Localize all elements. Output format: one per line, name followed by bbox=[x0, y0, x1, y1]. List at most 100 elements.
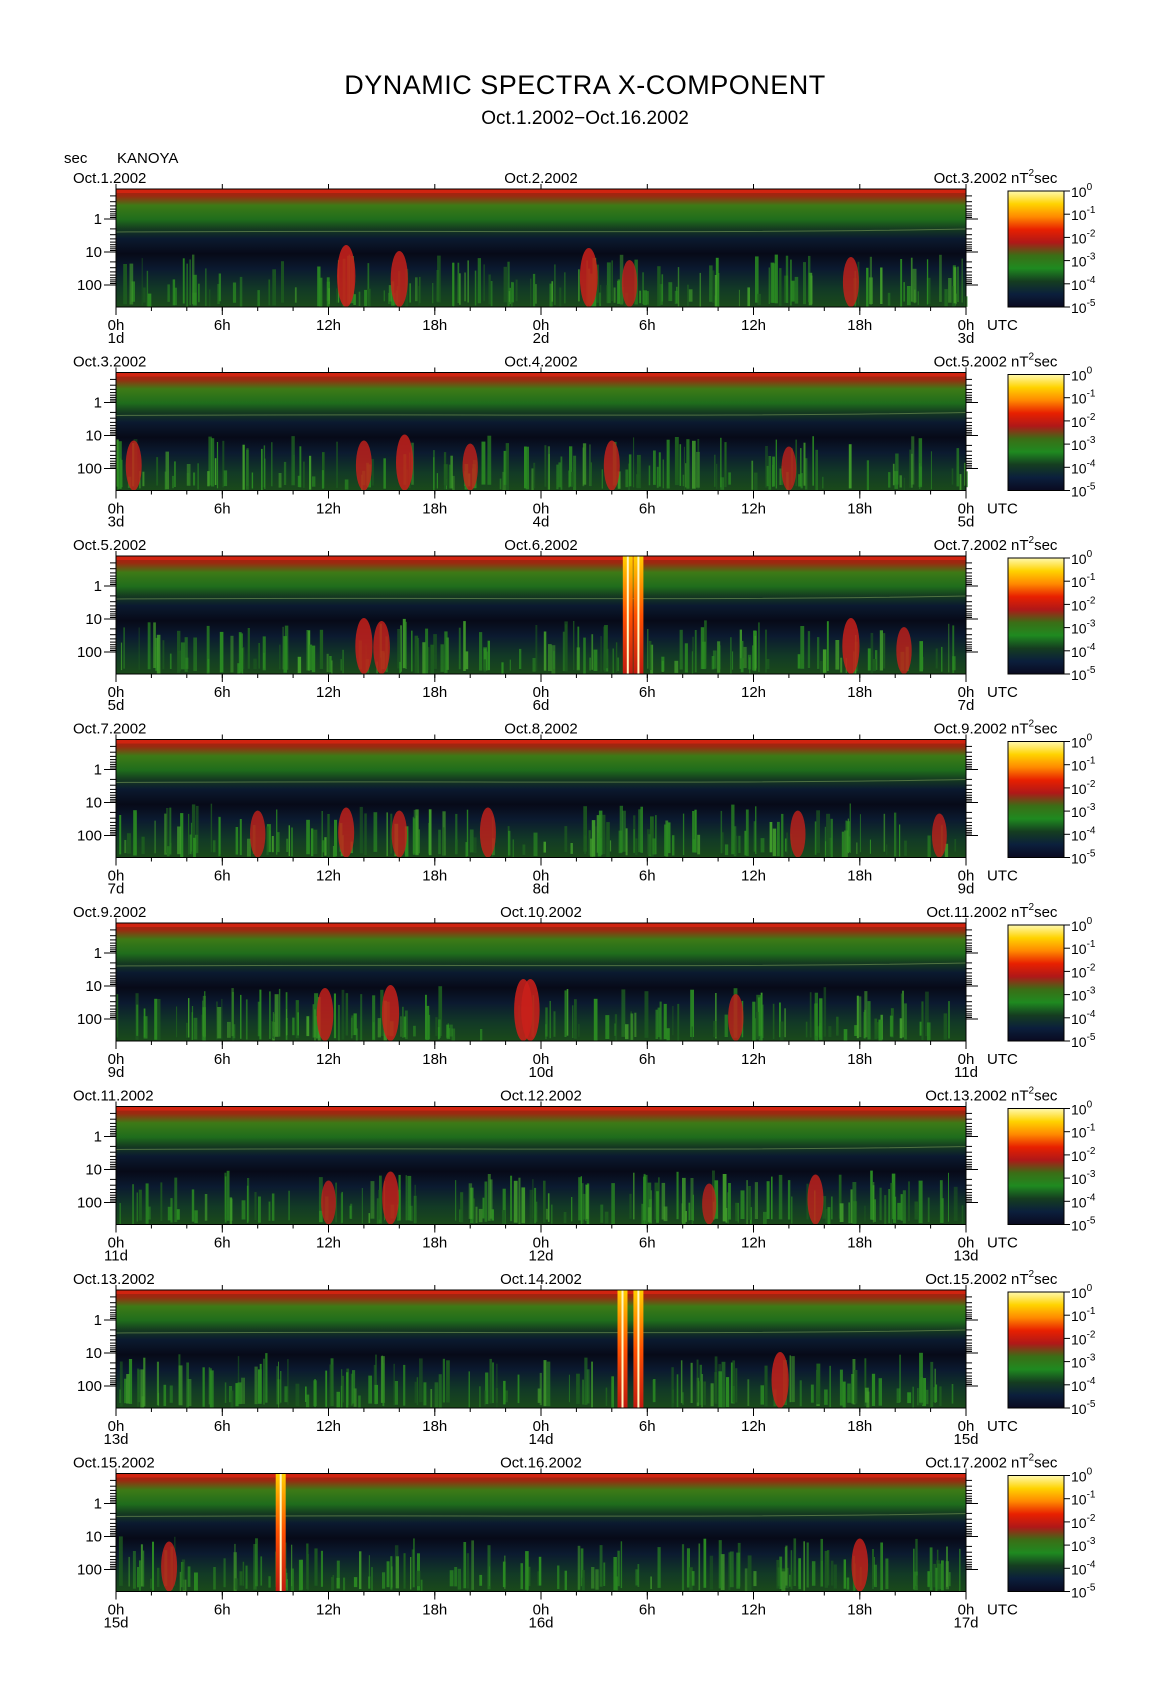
spectral-streak bbox=[245, 1565, 248, 1589]
spectral-streak bbox=[145, 1183, 149, 1224]
spectral-streak bbox=[268, 1576, 271, 1588]
spectral-streak bbox=[661, 274, 664, 302]
spectral-streak bbox=[619, 254, 624, 305]
spectral-streak bbox=[668, 282, 673, 302]
spectral-streak bbox=[854, 1025, 859, 1036]
x-tick-label: 12h bbox=[316, 501, 341, 518]
spectral-streak bbox=[760, 838, 765, 853]
y-tick-label: 10 bbox=[85, 978, 102, 995]
spectral-streak bbox=[528, 1566, 531, 1587]
spectral-streak bbox=[688, 1202, 691, 1221]
spectral-streak bbox=[884, 1195, 887, 1225]
spectral-streak bbox=[682, 813, 685, 856]
spectral-streak bbox=[606, 285, 608, 303]
spectral-streak bbox=[902, 1190, 906, 1224]
spectral-streak bbox=[213, 1567, 216, 1590]
spectral-streak bbox=[919, 1352, 923, 1403]
spectral-streak bbox=[696, 451, 700, 488]
spectral-streak bbox=[826, 1550, 830, 1586]
colorbar-tick-label: 100 bbox=[1071, 916, 1093, 934]
colorbar bbox=[1007, 924, 1065, 1042]
spectral-streak bbox=[957, 266, 959, 302]
spectral-streak bbox=[428, 809, 432, 856]
spectral-streak bbox=[378, 1189, 381, 1220]
spectral-streak bbox=[833, 1564, 837, 1589]
colorbar-tick-label: 10-3 bbox=[1071, 986, 1096, 1004]
spectral-streak bbox=[193, 472, 196, 486]
spectral-streak bbox=[291, 1544, 293, 1587]
spectral-streak bbox=[948, 1001, 950, 1039]
spectral-streak bbox=[954, 839, 957, 852]
colorbar-tick-label: 10-5 bbox=[1071, 298, 1096, 316]
spectral-streak bbox=[177, 826, 181, 855]
x-tick-label: 0h bbox=[108, 1051, 125, 1068]
spectral-streak bbox=[661, 1182, 666, 1220]
spectral-streak bbox=[525, 446, 529, 490]
spectral-streak bbox=[771, 1176, 773, 1220]
spectral-streak bbox=[178, 1365, 183, 1406]
colorbar-unit-label: nT2sec bbox=[1011, 352, 1058, 371]
activity-event bbox=[391, 810, 407, 858]
spectral-streak bbox=[371, 458, 374, 486]
spectral-streak bbox=[307, 1554, 309, 1591]
contour-line bbox=[115, 228, 967, 233]
spectral-streak bbox=[920, 656, 924, 670]
spectral-streak bbox=[874, 1199, 876, 1222]
panel-7: Oct.13.2002 Oct.14.2002 Oct.15.2002 nT2sec 1… bbox=[73, 1269, 1096, 1448]
spectral-streak bbox=[883, 633, 886, 669]
colorbar-tick-label: 10-5 bbox=[1071, 849, 1096, 867]
x-tick-label: 6h bbox=[639, 1602, 656, 1619]
spectral-streak bbox=[119, 815, 122, 855]
spectral-streak bbox=[728, 1552, 731, 1591]
colorbar-tick-label: 10-3 bbox=[1071, 1169, 1096, 1187]
spectral-streak bbox=[457, 1568, 461, 1590]
colorbar bbox=[1007, 741, 1065, 858]
colorbar-tick-label: 100 bbox=[1071, 366, 1093, 384]
spectral-streak bbox=[532, 1179, 534, 1219]
spectral-streak bbox=[116, 468, 119, 486]
spectral-streak bbox=[239, 1571, 243, 1586]
date-mid-label: Oct.14.2002 bbox=[500, 1271, 582, 1288]
day-right-label: 15d bbox=[953, 1431, 978, 1448]
spectral-streak bbox=[726, 1377, 730, 1408]
date-right-label: Oct.13.2002 bbox=[925, 1088, 1007, 1105]
spectral-streak bbox=[768, 456, 772, 490]
spectral-streak bbox=[743, 646, 747, 669]
day-right-label: 17d bbox=[953, 1615, 978, 1632]
spectral-streak bbox=[720, 477, 725, 490]
spectral-streak bbox=[789, 1355, 791, 1403]
spectral-streak bbox=[360, 994, 363, 1040]
spectral-streak bbox=[403, 1016, 407, 1038]
spectral-streak bbox=[154, 998, 158, 1040]
spectral-streak bbox=[511, 282, 514, 303]
x-tick-label: 0h bbox=[958, 1235, 975, 1252]
spectral-streak bbox=[414, 1381, 417, 1404]
spectral-streak bbox=[230, 1390, 234, 1408]
spectral-streak bbox=[715, 257, 719, 307]
activity-event bbox=[790, 810, 806, 858]
spectral-streak bbox=[686, 439, 690, 489]
date-right-label: Oct.11.2002 bbox=[926, 904, 1007, 921]
heatmap-background bbox=[116, 739, 966, 858]
spectral-streak bbox=[361, 1188, 363, 1224]
spectral-streak bbox=[513, 1180, 518, 1223]
spectral-streak bbox=[864, 1358, 867, 1406]
spectral-streak bbox=[791, 1196, 793, 1224]
spectral-streak bbox=[728, 472, 731, 485]
spectral-streak bbox=[625, 828, 628, 856]
spectral-streak bbox=[197, 463, 199, 490]
spectral-streak bbox=[247, 628, 250, 669]
colorbar-unit-label: nT2sec bbox=[1011, 1269, 1058, 1288]
spectral-streak bbox=[257, 290, 260, 306]
spectral-streak bbox=[533, 832, 538, 857]
spectral-streak bbox=[916, 1575, 918, 1586]
spectral-streak bbox=[639, 290, 642, 304]
spectral-streak bbox=[925, 991, 929, 1037]
spectral-streak bbox=[485, 1372, 489, 1405]
spectral-streak bbox=[606, 262, 611, 304]
spectral-streak bbox=[482, 1197, 485, 1219]
day-right-label: 11d bbox=[954, 1064, 978, 1081]
spectral-streak bbox=[312, 1004, 315, 1038]
spectral-streak bbox=[239, 276, 243, 307]
spectral-streak bbox=[472, 1198, 475, 1224]
